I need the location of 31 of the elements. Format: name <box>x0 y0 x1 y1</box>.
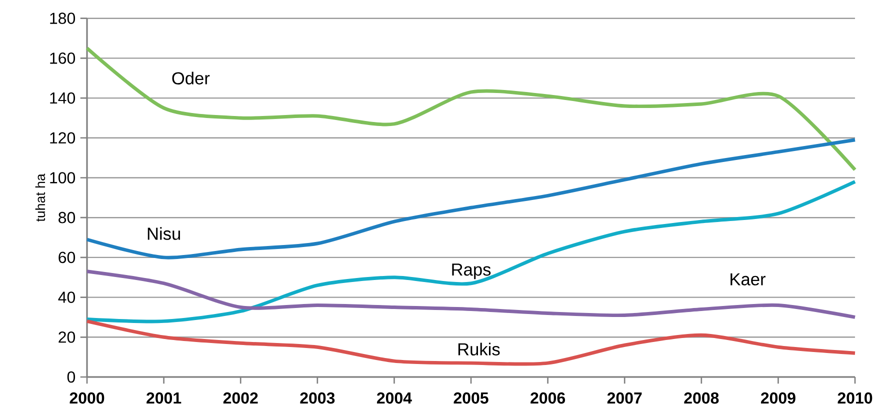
x-tick-label: 2004 <box>376 392 412 404</box>
x-tick-label: 2008 <box>684 392 719 404</box>
x-tick-label: 2001 <box>146 392 182 404</box>
y-tick-label: 100 <box>50 172 76 184</box>
y-tick-label: 80 <box>58 212 76 224</box>
x-tick-label: 2009 <box>760 392 796 404</box>
y-tick-label: 40 <box>58 292 76 303</box>
series-label: Nisu <box>148 227 180 240</box>
y-tick-label: 140 <box>50 92 76 104</box>
x-tick-label: 2010 <box>838 392 872 404</box>
y-tick-label: 60 <box>58 252 76 264</box>
line-series <box>85 319 857 366</box>
y-tick-label: 20 <box>58 331 76 343</box>
y-tick-label: 160 <box>50 52 76 64</box>
x-tick-label: 2003 <box>300 392 335 404</box>
x-tick-label: 2005 <box>454 392 488 404</box>
y-tick-label: 0 <box>67 371 76 383</box>
y-axis-title: tuhat ha <box>35 174 46 222</box>
line-series <box>85 138 857 260</box>
line-series <box>85 46 857 172</box>
line-series <box>85 180 857 324</box>
x-tick-label: 2000 <box>70 392 104 404</box>
series-label: Rukis <box>458 342 500 356</box>
x-tick-label: 2002 <box>223 392 258 404</box>
x-tick-label: 2007 <box>607 392 642 404</box>
series-label: Raps <box>452 264 491 280</box>
series-label: Kaer <box>730 273 766 286</box>
x-tick-label: 2006 <box>530 392 566 404</box>
y-tick-label: 180 <box>50 12 76 24</box>
y-tick-label: 120 <box>50 132 76 144</box>
series-label: Oder <box>172 72 210 84</box>
